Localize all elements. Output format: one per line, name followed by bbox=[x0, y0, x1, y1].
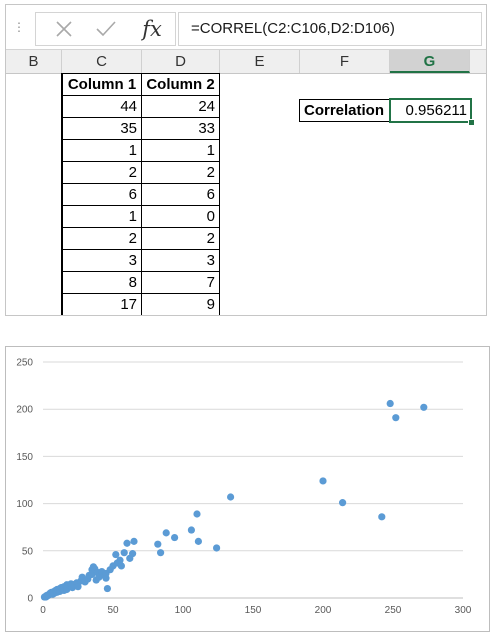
formula-buttons: fx bbox=[35, 12, 176, 46]
data-point bbox=[95, 573, 103, 581]
column-header-d[interactable]: D bbox=[142, 50, 220, 73]
checkmark-icon bbox=[96, 21, 116, 37]
table-cell[interactable]: 33 bbox=[141, 117, 220, 140]
data-point bbox=[386, 399, 394, 408]
table-cell[interactable]: 3 bbox=[141, 249, 220, 272]
x-tick-label: 200 bbox=[315, 605, 332, 616]
enter-button[interactable] bbox=[92, 17, 120, 41]
y-tick-label: 200 bbox=[16, 405, 33, 416]
data-point bbox=[112, 550, 120, 559]
data-point bbox=[129, 550, 137, 558]
data-point bbox=[378, 513, 386, 521]
data-point bbox=[120, 549, 128, 557]
data-point bbox=[392, 414, 400, 422]
table-cell[interactable]: 2 bbox=[62, 227, 142, 250]
data-point bbox=[227, 493, 235, 501]
table-cell[interactable]: 2 bbox=[141, 227, 220, 250]
data-point bbox=[194, 537, 202, 545]
table-cell[interactable]: 6 bbox=[141, 183, 220, 206]
x-tick-label: 0 bbox=[40, 605, 46, 616]
data-point bbox=[193, 510, 201, 518]
correlation-label[interactable]: Correlation bbox=[299, 99, 390, 122]
formula-bar: ⋮ fx =CORREL(C2:C106,D2:D106) bbox=[6, 5, 486, 49]
chart-plot-area: 0 50 100 150 200 250 0 50 100 150 200 250 300 bbox=[16, 358, 472, 617]
cancel-button[interactable] bbox=[50, 17, 78, 41]
insert-function-button[interactable]: fx bbox=[136, 17, 168, 41]
x-tick-label: 300 bbox=[455, 605, 472, 616]
header-cell-column-1[interactable]: Column 1 bbox=[62, 73, 142, 96]
function-icon: fx bbox=[142, 17, 162, 41]
data-point bbox=[123, 539, 131, 547]
y-tick-label: 150 bbox=[16, 452, 33, 463]
column-b-border bbox=[61, 73, 62, 315]
table-cell[interactable]: 6 bbox=[62, 183, 142, 206]
data-point bbox=[117, 562, 125, 570]
column-headers: B C D E F G bbox=[6, 49, 486, 74]
data-point bbox=[130, 537, 138, 545]
data-point bbox=[157, 549, 165, 557]
fill-handle[interactable] bbox=[468, 119, 475, 126]
table-cell[interactable]: 2 bbox=[141, 161, 220, 184]
table-cell[interactable]: 2 bbox=[62, 161, 142, 184]
table-cell[interactable]: 8 bbox=[62, 271, 142, 294]
formula-text: =CORREL(C2:C106,D2:D106) bbox=[191, 20, 395, 37]
cell-grid: Column 1 Column 2 44 24 35 33 1 1 2 2 6 … bbox=[6, 73, 486, 315]
formula-bar-grip-icon[interactable]: ⋮ bbox=[13, 20, 25, 34]
table-cell[interactable]: 0 bbox=[141, 205, 220, 228]
spreadsheet-window: ⋮ fx =CORREL(C2:C106,D2:D106) B C D E bbox=[5, 4, 487, 316]
table-cell[interactable]: 7 bbox=[141, 271, 220, 294]
column-header-partial bbox=[470, 50, 486, 73]
data-point bbox=[420, 403, 428, 411]
data-point bbox=[102, 574, 110, 582]
y-tick-label: 50 bbox=[22, 546, 34, 557]
table-cell[interactable]: 44 bbox=[62, 95, 142, 118]
data-point bbox=[154, 540, 162, 548]
data-point bbox=[339, 499, 347, 507]
correlation-value-cell[interactable]: 0.956211 bbox=[389, 98, 472, 123]
column-header-g[interactable]: G bbox=[390, 50, 470, 73]
data-point bbox=[116, 556, 124, 564]
table-cell[interactable]: 9 bbox=[141, 293, 220, 315]
y-tick-label: 250 bbox=[16, 358, 33, 369]
table-cell[interactable]: 1 bbox=[62, 139, 142, 162]
y-tick-label: 0 bbox=[27, 594, 33, 605]
table-cell[interactable]: 3 bbox=[62, 249, 142, 272]
data-point bbox=[213, 544, 221, 552]
x-tick-label: 100 bbox=[175, 605, 192, 616]
table-cell[interactable]: 17 bbox=[62, 293, 142, 315]
data-point bbox=[103, 584, 111, 593]
close-icon bbox=[56, 21, 72, 37]
table-cell[interactable]: 35 bbox=[62, 117, 142, 140]
table-cell[interactable]: 1 bbox=[62, 205, 142, 228]
data-point bbox=[171, 533, 179, 542]
column-header-c[interactable]: C bbox=[62, 50, 142, 73]
x-tick-label: 250 bbox=[385, 605, 402, 616]
x-tick-label: 50 bbox=[107, 605, 119, 616]
data-point bbox=[74, 583, 82, 591]
table-cell[interactable]: 1 bbox=[141, 139, 220, 162]
header-cell-column-2[interactable]: Column 2 bbox=[141, 73, 220, 96]
column-header-e[interactable]: E bbox=[220, 50, 300, 73]
column-header-f[interactable]: F bbox=[300, 50, 390, 73]
y-tick-label: 100 bbox=[16, 499, 33, 510]
column-header-b[interactable]: B bbox=[6, 50, 62, 73]
data-point bbox=[187, 526, 195, 534]
data-point bbox=[162, 529, 170, 537]
data-point bbox=[319, 477, 327, 485]
x-tick-label: 150 bbox=[245, 605, 262, 616]
scatter-chart[interactable]: 0 50 100 150 200 250 0 50 100 150 200 250 300 bbox=[5, 346, 490, 632]
table-cell[interactable]: 24 bbox=[141, 95, 220, 118]
formula-input[interactable]: =CORREL(C2:C106,D2:D106) bbox=[178, 12, 482, 46]
